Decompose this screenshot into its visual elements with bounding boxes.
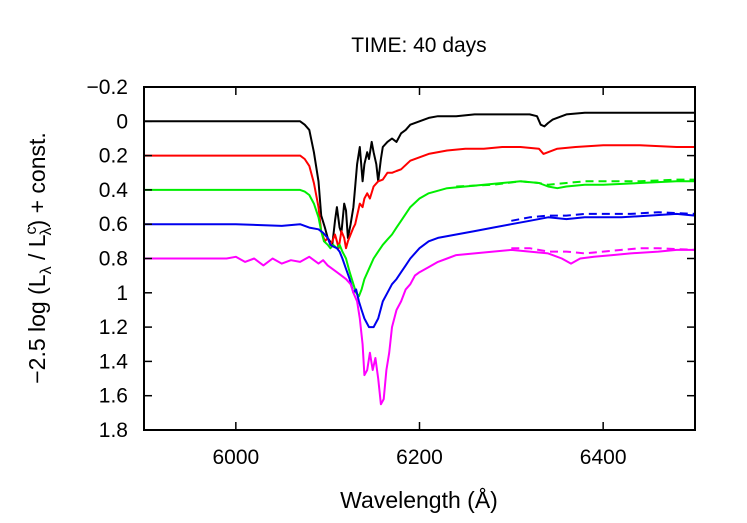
- series-layer: [144, 111, 696, 406]
- y-tick-label-9: 1.4: [99, 350, 129, 373]
- y-tick-label-1: −0.2: [87, 76, 128, 99]
- x-tick-label-3: 6400: [580, 446, 627, 469]
- x-tick-label-2: 6200: [396, 446, 443, 469]
- series-line-4: [456, 178, 695, 188]
- y-tick-label-10: 1.6: [99, 385, 128, 408]
- y-tick-label-8: 1.2: [99, 316, 128, 339]
- y-tick-label-6: 0.8: [99, 248, 128, 271]
- x-axis: 6000 6200 6400: [212, 87, 627, 469]
- y-axis: −0.2 0 0.2 0.4 0.6 0.8 1 1.2 1.4 1.6 1.8: [87, 76, 695, 442]
- y-tick-label-2: 0: [116, 110, 128, 133]
- y-tick-label-7: 1: [116, 282, 128, 305]
- series-line-2: [144, 144, 695, 250]
- y-tick-label-5: 0.6: [99, 213, 128, 236]
- x-tick-label-1: 6000: [212, 446, 259, 469]
- x-axis-label: Wavelength (Å): [340, 486, 498, 513]
- series-line-3: [144, 180, 695, 298]
- y-tick-label-11: 1.8: [99, 419, 128, 442]
- series-line-5: [144, 212, 696, 329]
- y-axis-label: −2.5 log (Lλ / Lcλ) + const.: [23, 132, 55, 384]
- series-line-7: [144, 248, 695, 406]
- series-line-8: [511, 247, 696, 255]
- y-tick-label-4: 0.4: [99, 179, 129, 202]
- chart-title: TIME: 40 days: [351, 34, 486, 57]
- series-line-1: [144, 111, 695, 246]
- y-tick-label-3: 0.2: [99, 145, 128, 168]
